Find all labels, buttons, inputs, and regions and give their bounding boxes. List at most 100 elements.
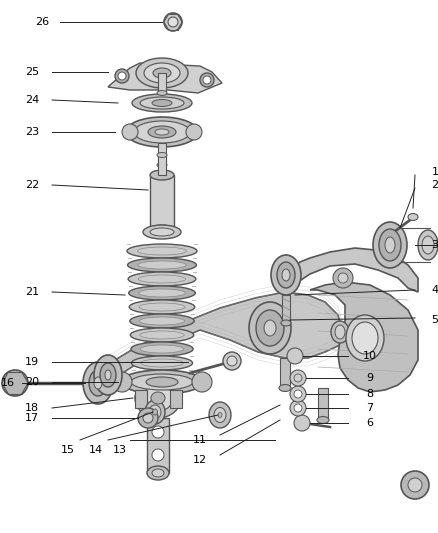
Text: 24: 24 <box>25 95 39 105</box>
Ellipse shape <box>132 94 192 112</box>
Text: 14: 14 <box>89 445 103 455</box>
Ellipse shape <box>408 214 418 221</box>
Ellipse shape <box>140 331 184 339</box>
Ellipse shape <box>147 466 169 480</box>
Text: 2: 2 <box>431 180 438 190</box>
Ellipse shape <box>128 272 196 286</box>
Text: 25: 25 <box>25 67 39 77</box>
Ellipse shape <box>127 258 197 272</box>
Circle shape <box>143 413 153 423</box>
Bar <box>158 73 166 93</box>
Circle shape <box>200 73 214 87</box>
Text: 6: 6 <box>367 418 374 428</box>
Circle shape <box>112 372 132 392</box>
Text: 4: 4 <box>431 285 438 295</box>
Bar <box>147 418 169 473</box>
Ellipse shape <box>139 303 185 311</box>
Text: 1: 1 <box>431 167 438 177</box>
Text: 5: 5 <box>431 315 438 325</box>
Circle shape <box>168 17 178 27</box>
Ellipse shape <box>149 405 161 419</box>
Ellipse shape <box>352 322 378 354</box>
Ellipse shape <box>153 68 171 78</box>
Text: 21: 21 <box>25 287 39 297</box>
Bar <box>135 390 147 408</box>
Ellipse shape <box>373 222 407 268</box>
Text: 20: 20 <box>25 377 39 387</box>
Ellipse shape <box>157 152 167 157</box>
Circle shape <box>203 76 211 84</box>
Text: 15: 15 <box>61 445 75 455</box>
Circle shape <box>401 471 429 499</box>
Bar <box>282 295 290 323</box>
Bar <box>158 155 166 175</box>
Ellipse shape <box>126 117 198 147</box>
Ellipse shape <box>152 409 158 415</box>
Text: 18: 18 <box>25 403 39 413</box>
Ellipse shape <box>256 310 284 346</box>
Polygon shape <box>108 63 222 93</box>
Circle shape <box>294 404 302 412</box>
Text: 12: 12 <box>193 455 207 465</box>
Bar <box>280 358 290 388</box>
Ellipse shape <box>135 378 181 418</box>
Ellipse shape <box>127 244 197 258</box>
Ellipse shape <box>422 236 434 254</box>
Ellipse shape <box>281 320 291 326</box>
Ellipse shape <box>418 230 438 260</box>
Bar <box>150 175 174 230</box>
Text: 13: 13 <box>113 445 127 455</box>
Polygon shape <box>98 292 342 378</box>
Ellipse shape <box>317 416 329 424</box>
Ellipse shape <box>83 362 113 404</box>
Text: 10: 10 <box>363 351 377 361</box>
Ellipse shape <box>346 315 384 361</box>
Ellipse shape <box>157 91 167 95</box>
Text: 19: 19 <box>25 357 39 367</box>
Ellipse shape <box>139 317 184 325</box>
Circle shape <box>290 386 306 402</box>
Ellipse shape <box>138 247 187 255</box>
Circle shape <box>152 449 164 461</box>
Circle shape <box>294 374 302 382</box>
Ellipse shape <box>139 289 185 297</box>
Circle shape <box>122 124 138 140</box>
Ellipse shape <box>282 269 290 281</box>
Ellipse shape <box>271 255 301 295</box>
Ellipse shape <box>143 385 173 411</box>
Ellipse shape <box>214 408 226 423</box>
Circle shape <box>192 372 212 392</box>
Ellipse shape <box>134 121 190 143</box>
Ellipse shape <box>141 359 184 367</box>
Ellipse shape <box>121 370 203 394</box>
Ellipse shape <box>100 363 116 387</box>
Ellipse shape <box>138 275 186 283</box>
Ellipse shape <box>105 370 111 380</box>
Circle shape <box>2 370 28 396</box>
Ellipse shape <box>403 477 427 493</box>
Circle shape <box>338 273 348 283</box>
Circle shape <box>223 352 241 370</box>
Ellipse shape <box>145 400 165 424</box>
Ellipse shape <box>94 355 122 395</box>
Ellipse shape <box>131 328 194 342</box>
Ellipse shape <box>131 374 193 390</box>
Text: 11: 11 <box>193 435 207 445</box>
Ellipse shape <box>151 392 165 404</box>
Ellipse shape <box>136 58 188 88</box>
Text: 8: 8 <box>367 389 374 399</box>
Ellipse shape <box>150 228 174 236</box>
Bar <box>318 388 328 420</box>
Circle shape <box>294 415 310 431</box>
Ellipse shape <box>152 469 164 477</box>
Text: 7: 7 <box>367 403 374 413</box>
Ellipse shape <box>131 356 193 370</box>
Ellipse shape <box>152 100 172 107</box>
Ellipse shape <box>140 345 184 353</box>
Circle shape <box>152 426 164 438</box>
Circle shape <box>333 268 353 288</box>
Text: 23: 23 <box>25 127 39 137</box>
Circle shape <box>290 370 306 386</box>
Ellipse shape <box>140 97 184 109</box>
Text: 17: 17 <box>25 413 39 423</box>
